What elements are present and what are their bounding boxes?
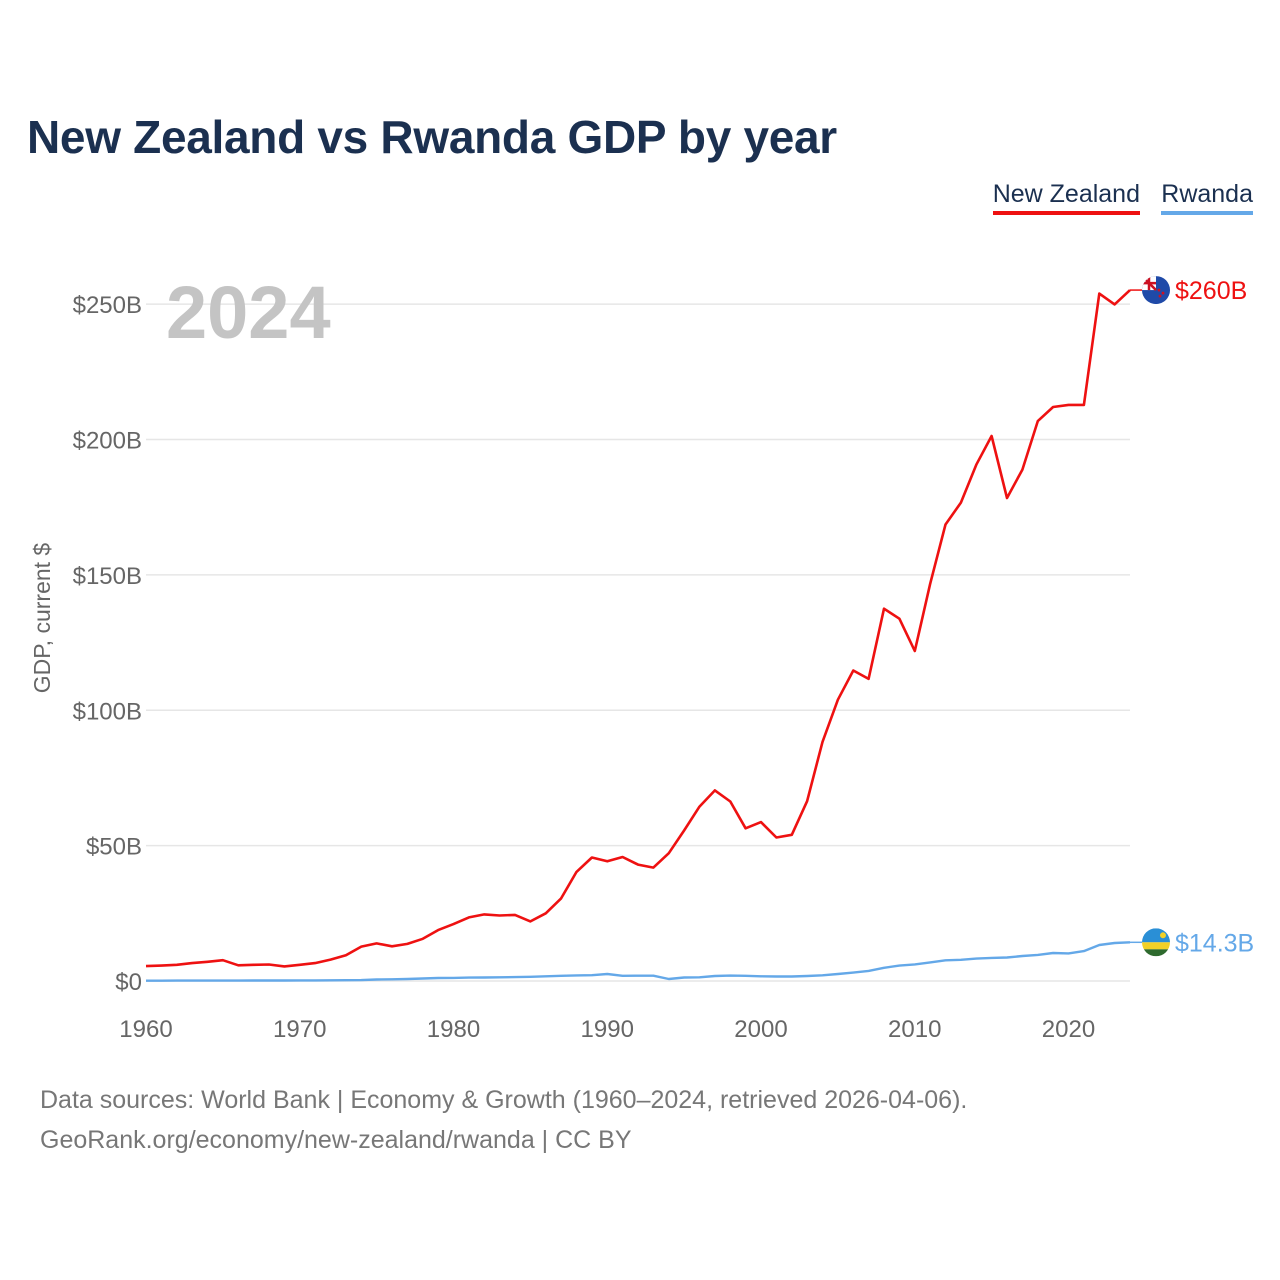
end-label-new-zealand: $260B — [1175, 277, 1247, 305]
y-tick-label: $100B — [73, 698, 142, 725]
y-tick-label: $200B — [73, 428, 142, 455]
legend-item-rwanda[interactable]: Rwanda — [1161, 180, 1253, 215]
source-line-2: GeoRank.org/economy/new-zealand/rwanda |… — [40, 1126, 632, 1154]
x-tick-label: 2010 — [888, 1016, 941, 1043]
x-tick-label: 2020 — [1042, 1016, 1095, 1043]
y-tick-label: $50B — [86, 834, 142, 861]
x-tick-label: 1990 — [581, 1016, 634, 1043]
x-tick-label: 1960 — [119, 1016, 172, 1043]
y-tick-label: $150B — [73, 563, 142, 590]
end-label-rwanda: $14.3B — [1175, 929, 1254, 957]
legend-item-new-zealand[interactable]: New Zealand — [992, 180, 1140, 215]
y-axis-ticks: $0 $50B $100B $150B $200B $250B — [73, 292, 142, 996]
rwanda-flag-icon — [1142, 928, 1170, 957]
series-lines — [145, 289, 1131, 982]
source-note: Data sources: World Bank | Economy & Gro… — [40, 1080, 967, 1160]
end-labels: $260B $14.3B — [1130, 277, 1254, 957]
new-zealand-flag-icon — [1142, 276, 1170, 305]
series-line-rwanda — [146, 941, 1131, 982]
chart-title: New Zealand vs Rwanda GDP by year — [27, 111, 837, 163]
gridlines — [146, 303, 1130, 982]
x-axis-ticks: 1960 1970 1980 1990 2000 2010 2020 — [119, 1016, 1095, 1043]
y-tick-label: $0 — [115, 969, 142, 996]
x-tick-label: 2000 — [734, 1016, 787, 1043]
series-line-new-zealand — [145, 289, 1131, 968]
y-axis-label: GDP, current $ — [29, 543, 55, 694]
source-line-1: Data sources: World Bank | Economy & Gro… — [40, 1086, 968, 1114]
x-tick-label: 1980 — [427, 1016, 480, 1043]
year-watermark: 2024 — [166, 271, 331, 354]
y-tick-label: $250B — [73, 292, 142, 319]
x-tick-label: 1970 — [273, 1016, 326, 1043]
